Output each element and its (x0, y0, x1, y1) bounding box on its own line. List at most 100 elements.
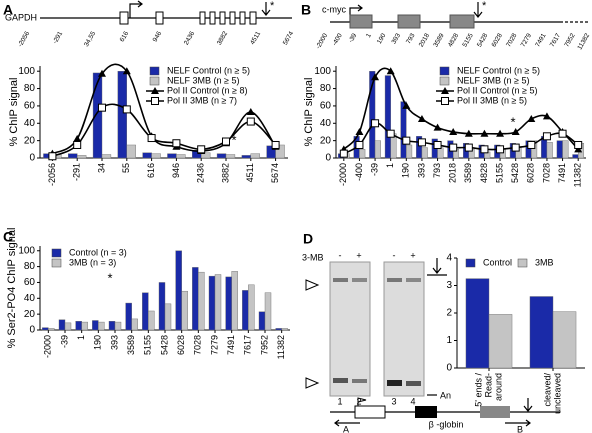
bar (437, 147, 444, 159)
exon (155, 11, 164, 25)
x-tick-label: 5' ends / (473, 373, 483, 407)
position-label: 5428 (476, 32, 489, 48)
gene-name: c-myc (322, 4, 346, 14)
legend-marker (151, 97, 159, 105)
position-label: 393 (391, 32, 403, 45)
legend-swatch (51, 248, 62, 258)
point-square (172, 139, 181, 148)
x-tick-label: around (493, 373, 503, 401)
bar (142, 292, 149, 331)
diagram-marker: * (270, 0, 275, 12)
position-label: -2000 (315, 32, 330, 50)
x-tick-label: 7491 (557, 163, 567, 183)
y-tick-label: 60 (24, 277, 36, 288)
y-axis-label: % Ser2-PO4 ChIP signal (6, 228, 18, 349)
y-tick-label: 100 (18, 66, 35, 77)
band-label: An (440, 390, 451, 400)
x-tick-label: 393 (109, 335, 119, 350)
legend-label: NELF 3MB (n ≥ 5) (457, 75, 529, 85)
bar (151, 153, 161, 159)
reporter-diagram (330, 397, 560, 427)
x-tick-label: 4828 (479, 163, 489, 183)
bar (76, 155, 87, 159)
x-tick-label: -39 (369, 163, 379, 176)
gapdh-diagram (40, 0, 292, 25)
exon (397, 14, 421, 29)
exon (119, 11, 129, 25)
gel-band (406, 381, 421, 386)
lane-sign: - (339, 250, 342, 260)
point-square (558, 129, 567, 138)
pa-arrow (261, 2, 271, 16)
legend-label: NELF Control (n ≥ 5) (457, 65, 540, 75)
bar (131, 318, 138, 331)
annotation: * (510, 114, 515, 129)
y-tick-label: 80 (320, 83, 332, 94)
x-tick-label: 11382 (573, 163, 583, 187)
point-triangle (417, 114, 426, 122)
gel-band (352, 379, 367, 383)
legend-swatch (439, 76, 450, 86)
bar (275, 144, 285, 159)
y-tick-label: 1 (446, 335, 452, 346)
line-series (51, 63, 277, 155)
lane-sign: + (410, 250, 415, 260)
x-tick-label: 2436 (196, 163, 206, 183)
point-triangle (480, 129, 489, 137)
bar (264, 292, 272, 331)
x-tick-label: 1 (76, 335, 86, 340)
point-triangle (464, 129, 473, 137)
legend-swatch (149, 76, 160, 86)
position-label: -2056 (17, 30, 32, 48)
position-label: 946 (152, 30, 164, 43)
point-square (339, 149, 348, 158)
position-label: 7028 (505, 32, 518, 48)
x-tick-label: 5428 (510, 163, 520, 183)
gel-band (333, 378, 348, 383)
bar (208, 275, 216, 331)
y-tick-label: 3 (446, 280, 452, 291)
lane-number: 3 (391, 396, 396, 406)
bar (552, 311, 577, 369)
position-label: 3882 (216, 30, 229, 46)
y-tick-label: 60 (24, 101, 36, 112)
position-label: 4828 (447, 32, 460, 48)
y-axis-label: % ChIP signal (8, 78, 20, 147)
bar (546, 142, 553, 159)
bar (108, 321, 116, 331)
point-square (542, 132, 551, 141)
bar (216, 153, 227, 159)
point-triangle (527, 114, 536, 122)
y-tick-label: 80 (24, 83, 36, 94)
x-tick-label: 1 (385, 163, 395, 168)
legend-label: Pol II Control (n ≥ 5) (457, 85, 537, 95)
bar (248, 284, 255, 331)
bar (101, 154, 112, 159)
bar (384, 75, 391, 159)
legend-label: 3MB (n = 3) (69, 257, 116, 267)
x-tick-label: 5428 (159, 335, 169, 355)
position-label: 6028 (491, 32, 504, 48)
bar (406, 144, 413, 159)
bar (175, 250, 182, 331)
x-tick-label: 3589 (463, 163, 473, 183)
x-tick-label: 190 (401, 163, 411, 178)
point-triangle (122, 67, 131, 75)
bar (369, 71, 376, 159)
position-label: 2436 (183, 30, 196, 46)
x-tick-label: -2000 (338, 163, 348, 186)
pa-arrow (523, 398, 533, 412)
lane-number: 2 (356, 396, 361, 406)
bar (400, 101, 407, 159)
point-triangle (511, 127, 520, 135)
position-label: 34,55 (83, 30, 97, 48)
point-square (122, 105, 131, 114)
bar (572, 154, 579, 159)
gel-band (387, 380, 402, 386)
gel (305, 258, 447, 397)
marker-triangle (305, 279, 320, 291)
point-square (496, 145, 505, 154)
bar (81, 321, 88, 331)
gel-treatment: 3-MB (302, 252, 324, 262)
